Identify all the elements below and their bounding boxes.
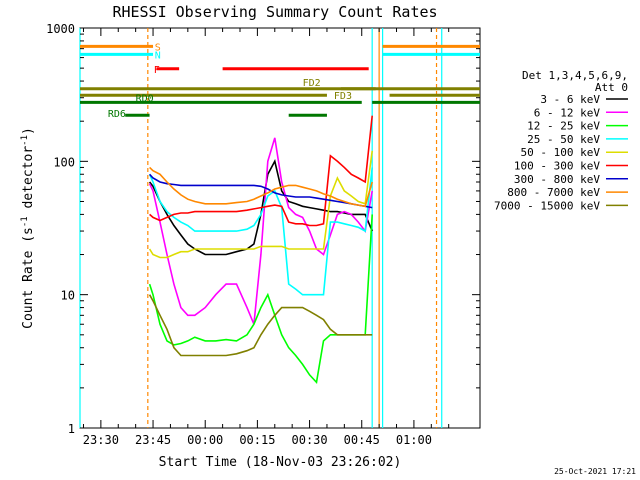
x-tick-label-2: 00:00 (187, 433, 223, 447)
series-line-0 (148, 159, 373, 256)
flag-label-fd2: FD2 (303, 78, 321, 89)
y-axis-label: Count Rate (s-1 detector-1) (20, 127, 36, 329)
y-tick-label-2: 100 (53, 155, 75, 169)
legend-title-line-1: Att 0 (595, 81, 628, 94)
y-axis-label-sup2: -1 (20, 135, 30, 146)
x-tick-label-3: 00:15 (239, 433, 275, 447)
series-line-5 (149, 115, 373, 227)
series-line-8 (148, 294, 373, 357)
y-axis-label-sup1: -1 (20, 216, 30, 227)
x-tick-label-6: 01:00 (396, 433, 432, 447)
legend-title-line-0: Det 1,3,4,5,6,9, (522, 69, 628, 82)
legend-label-1: 6 - 12 keV (534, 106, 601, 119)
y-tick-label-0: 1 (68, 422, 75, 436)
flag-bars: SNF FD2 FD3 RD0 RD6 (80, 42, 480, 120)
x-tick-label-0: 23:30 (83, 433, 119, 447)
legend-label-3: 25 - 50 keV (527, 133, 600, 146)
x-tick-label-4: 00:30 (292, 433, 328, 447)
flag-label-s: S (155, 42, 161, 53)
legend-label-7: 800 - 7000 keV (507, 186, 600, 199)
series-line-4 (148, 150, 373, 259)
y-tick-label-1: 10 (61, 289, 75, 303)
legend-label-6: 300 - 800 keV (514, 173, 600, 186)
x-tick-label-1: 23:45 (135, 433, 171, 447)
series-line-6 (149, 173, 373, 209)
legend-label-0: 3 - 6 keV (540, 93, 600, 106)
x-axis-label: Start Time (18-Nov-03 23:26:02) (159, 455, 402, 470)
axis-ticks: 23:30 23:45 00:00 00:15 00:30 00:45 01:00 1 10 10… (46, 22, 480, 447)
x-tick-label-5: 00:45 (344, 433, 380, 447)
series-line-7 (149, 166, 373, 208)
flag-label-n: N (155, 50, 161, 61)
y-axis-label-mid: detector (21, 146, 36, 217)
data-series (148, 115, 373, 385)
timestamp: 25-Oct-2021 17:21 (554, 467, 636, 476)
flag-label-rd6: RD6 (108, 109, 126, 120)
flag-label-rd0: RD0 (136, 93, 154, 104)
y-axis-label-end: ) (21, 127, 36, 135)
flag-label-f: F (154, 65, 160, 76)
series-line-3 (148, 167, 373, 296)
legend-label-2: 12 - 25 keV (527, 120, 600, 133)
y-tick-label-3: 1000 (46, 22, 75, 36)
legend-label-4: 50 - 100 keV (521, 146, 601, 159)
legend-label-5: 100 - 300 keV (514, 160, 600, 173)
flag-label-fd3: FD3 (334, 91, 352, 102)
series-line-1 (148, 137, 373, 325)
chart-title: RHESSI Observing Summary Count Rates (112, 3, 437, 21)
y-axis-label-main: Count Rate (s (21, 227, 36, 329)
legend-label-8: 7000 - 15000 keV (494, 199, 600, 212)
